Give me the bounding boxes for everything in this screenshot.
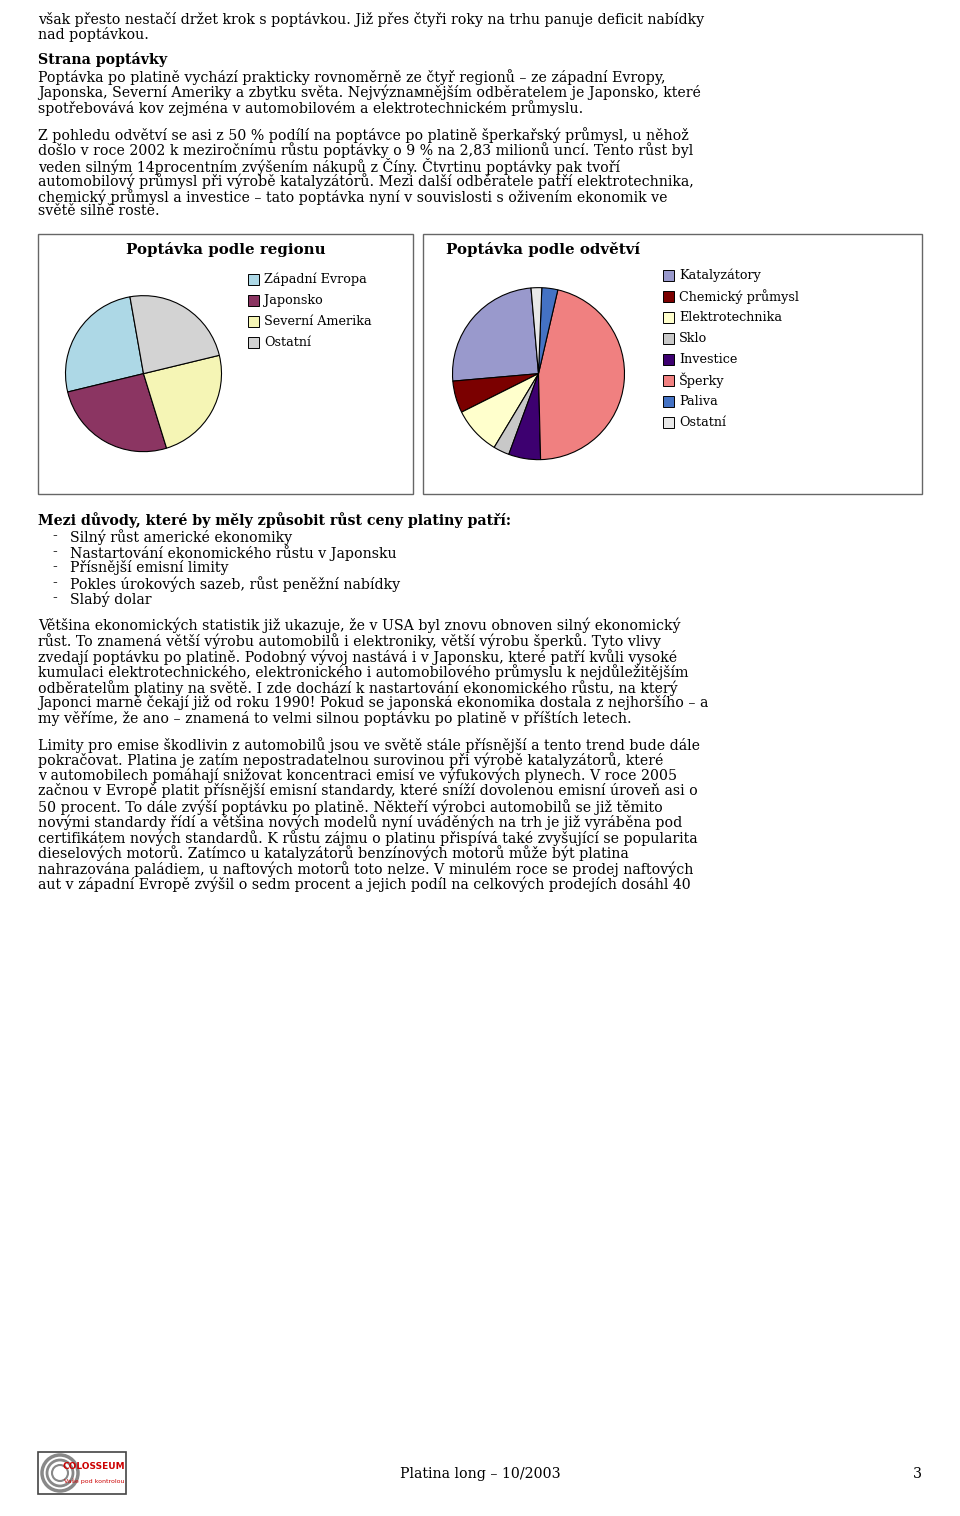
Text: Investice: Investice	[679, 353, 737, 365]
Text: začnou v Evropě platit přísnější emisní standardy, které sníží dovolenou emisní : začnou v Evropě platit přísnější emisní …	[38, 784, 698, 799]
Text: 50 procent. To dále zvýší poptávku po platině. Někteří výrobci automobilů se již: 50 procent. To dále zvýší poptávku po pl…	[38, 799, 662, 816]
Wedge shape	[452, 288, 539, 381]
Bar	[663, 374, 674, 385]
Wedge shape	[130, 296, 219, 373]
Wedge shape	[539, 288, 558, 373]
Text: kumulaci elektrotechnického, elektronického i automobilového průmyslu k nejdůlež: kumulaci elektrotechnického, elektronick…	[38, 664, 688, 681]
Wedge shape	[494, 373, 539, 455]
Text: -: -	[52, 544, 57, 559]
Text: Mezi důvody, které by měly způsobit růst ceny platiny patří:: Mezi důvody, které by měly způsobit růst…	[38, 512, 511, 528]
Wedge shape	[68, 373, 167, 452]
Text: -: -	[52, 591, 57, 605]
Wedge shape	[462, 373, 539, 447]
Bar	[663, 291, 674, 302]
Wedge shape	[65, 297, 143, 393]
Text: Katalyzátory: Katalyzátory	[679, 268, 761, 282]
Text: Pokles úrokových sazeb, růst peněžní nabídky: Pokles úrokových sazeb, růst peněžní nab…	[70, 576, 400, 591]
Text: Nastartování ekonomického růstu v Japonsku: Nastartování ekonomického růstu v Japons…	[70, 544, 396, 561]
Text: Japonska, Severní Ameriky a zbytku světa. Nejvýznамnějším odběratelem je Japonsk: Japonska, Severní Ameriky a zbytku světa…	[38, 85, 701, 100]
Text: -: -	[52, 561, 57, 575]
Text: novými standardy řídí a většina nových modelů nyní uváděných na trh je již vyráb: novými standardy řídí a většina nových m…	[38, 814, 683, 831]
Wedge shape	[143, 355, 222, 449]
Text: Šperky: Šperky	[679, 373, 725, 388]
Text: veden silným 14procentním zvýšením nákupů z Číny. Čtvrtinu poptávky pak tvoří: veden silným 14procentním zvýšením nákup…	[38, 158, 620, 174]
Bar	[248, 337, 259, 347]
Text: automobilový průmysl při výrobě katalyzátorů. Mezi další odběratele patří elektr: automobilový průmysl při výrobě katalyzá…	[38, 173, 694, 190]
Text: Ostatní: Ostatní	[264, 335, 311, 349]
Text: světě silně roste.: světě silně roste.	[38, 205, 159, 218]
Text: -: -	[52, 576, 57, 590]
Text: dieselových motorů. Zatímco u katalyzátorů benzínových motorů může být platina: dieselových motorů. Zatímco u katalyzáto…	[38, 846, 629, 861]
Bar	[248, 294, 259, 306]
Text: Poptávka podle regionu: Poptávka podle regionu	[126, 241, 325, 256]
Wedge shape	[453, 373, 539, 412]
Text: Elektrotechnika: Elektrotechnika	[679, 311, 782, 323]
Text: však přesto nestačí držet krok s poptávkou. Již přes čtyři roky na trhu panuje d: však přesto nestačí držet krok s poptávk…	[38, 12, 704, 27]
Text: Přísnější emisní limity: Přísnější emisní limity	[70, 561, 228, 575]
Text: Chemický průmysl: Chemický průmysl	[679, 288, 799, 303]
Bar	[663, 396, 674, 406]
Bar	[38, 233, 413, 494]
Wedge shape	[531, 288, 541, 373]
Text: Poptávka po platině vychází prakticky rovnoměrně ze čtyř regionů – ze západní Ev: Poptávka po platině vychází prakticky ro…	[38, 70, 665, 85]
Text: Japonsko: Japonsko	[264, 294, 323, 306]
Text: Poptávka podle odvětví: Poptávka podle odvětví	[446, 241, 640, 256]
Text: COLOSSEUM: COLOSSEUM	[62, 1463, 126, 1471]
Text: 3: 3	[913, 1467, 922, 1481]
Bar	[663, 270, 674, 280]
Text: růst. To znamená větší výrobu automobilů i elektroniky, větší výrobu šperků. Tyt: růst. To znamená větší výrobu automobilů…	[38, 634, 660, 649]
Text: odběratelům platiny na světě. I zde dochází k nastartování ekonomického růstu, n: odběratelům platiny na světě. I zde doch…	[38, 679, 678, 696]
Text: v automobilech pomáhají snižovat koncentraci emisí ve výfukových plynech. V roce: v automobilech pomáhají snižovat koncent…	[38, 769, 677, 784]
Bar	[248, 274, 259, 285]
Text: Platina long – 10/2003: Platina long – 10/2003	[399, 1467, 561, 1481]
Text: spotřebovává kov zejména v automobilovém a elektrotechnickém průmyslu.: spotřebovává kov zejména v automobilovém…	[38, 100, 584, 117]
Text: Slabý dolar: Slabý dolar	[70, 591, 152, 606]
Text: Vaše pod kontrolou: Vaše pod kontrolou	[63, 1478, 124, 1484]
Text: Většina ekonomických statistik již ukazuje, že v USA byl znovu obnoven silný eko: Většina ekonomických statistik již ukazu…	[38, 617, 681, 634]
Bar	[248, 315, 259, 326]
Bar	[423, 233, 922, 494]
Text: nad poptávkou.: nad poptávkou.	[38, 27, 149, 42]
Text: Strana poptávky: Strana poptávky	[38, 52, 167, 67]
Text: Limity pro emise škodlivin z automobilů jsou ve světě stále přísnější a tento tr: Limity pro emise škodlivin z automobilů …	[38, 737, 700, 753]
Bar	[663, 417, 674, 428]
Text: Paliva: Paliva	[679, 394, 718, 408]
Text: pokračovat. Platina je zatím nepostradatelnou surovinou při výrobě katalyzátorů,: pokračovat. Platina je zatím nepostradat…	[38, 752, 663, 769]
Wedge shape	[509, 373, 540, 459]
Text: chemický průmysl a investice – tato poptávka nyní v souvislosti s oživením ekono: chemický průmysl a investice – tato popt…	[38, 188, 667, 205]
Wedge shape	[539, 290, 625, 459]
Text: aut v západní Evropě zvýšil o sedm procent a jejich podíl na celkových prodejích: aut v západní Evropě zvýšil o sedm proce…	[38, 876, 691, 891]
Text: -: -	[52, 529, 57, 543]
Text: Z pohledu odvětví se asi z 50 % podílí na poptávce po platině šperkařský průmysl: Z pohledu odvětví se asi z 50 % podílí n…	[38, 127, 688, 143]
Bar	[663, 353, 674, 365]
Text: Sklo: Sklo	[679, 332, 708, 344]
Text: zvedají poptávku po platině. Podobný vývoj nastává i v Japonsku, které patří kvů: zvedají poptávku po platině. Podobný výv…	[38, 649, 677, 664]
Text: Západní Evropa: Západní Evropa	[264, 273, 367, 287]
Text: certifikátem nových standardů. K růstu zájmu o platinu přispívá také zvyšující s: certifikátem nových standardů. K růstu z…	[38, 829, 698, 846]
Text: Silný růst americké ekonomiky: Silný růst americké ekonomiky	[70, 529, 292, 546]
Text: Severní Amerika: Severní Amerika	[264, 315, 372, 327]
Bar	[663, 312, 674, 323]
Text: došlo v roce 2002 k meziročnímu růstu poptávky o 9 % na 2,83 milionů uncí. Tento: došlo v roce 2002 k meziročnímu růstu po…	[38, 143, 693, 158]
Text: nahrazována paládiem, u naftových motorů toto nelze. V minulém roce se prodej na: nahrazována paládiem, u naftových motorů…	[38, 861, 693, 876]
Bar	[38, 1452, 126, 1493]
Text: Ostatní: Ostatní	[679, 415, 726, 429]
Bar	[663, 332, 674, 344]
Text: Japonci marně čekají již od roku 1990! Pokud se japonská ekonomika dostala z nej: Japonci marně čekají již od roku 1990! P…	[38, 696, 708, 709]
Text: my věříme, že ano – znamená to velmi silnou poptávku po platině v příštích letec: my věříme, že ano – znamená to velmi sil…	[38, 711, 632, 726]
